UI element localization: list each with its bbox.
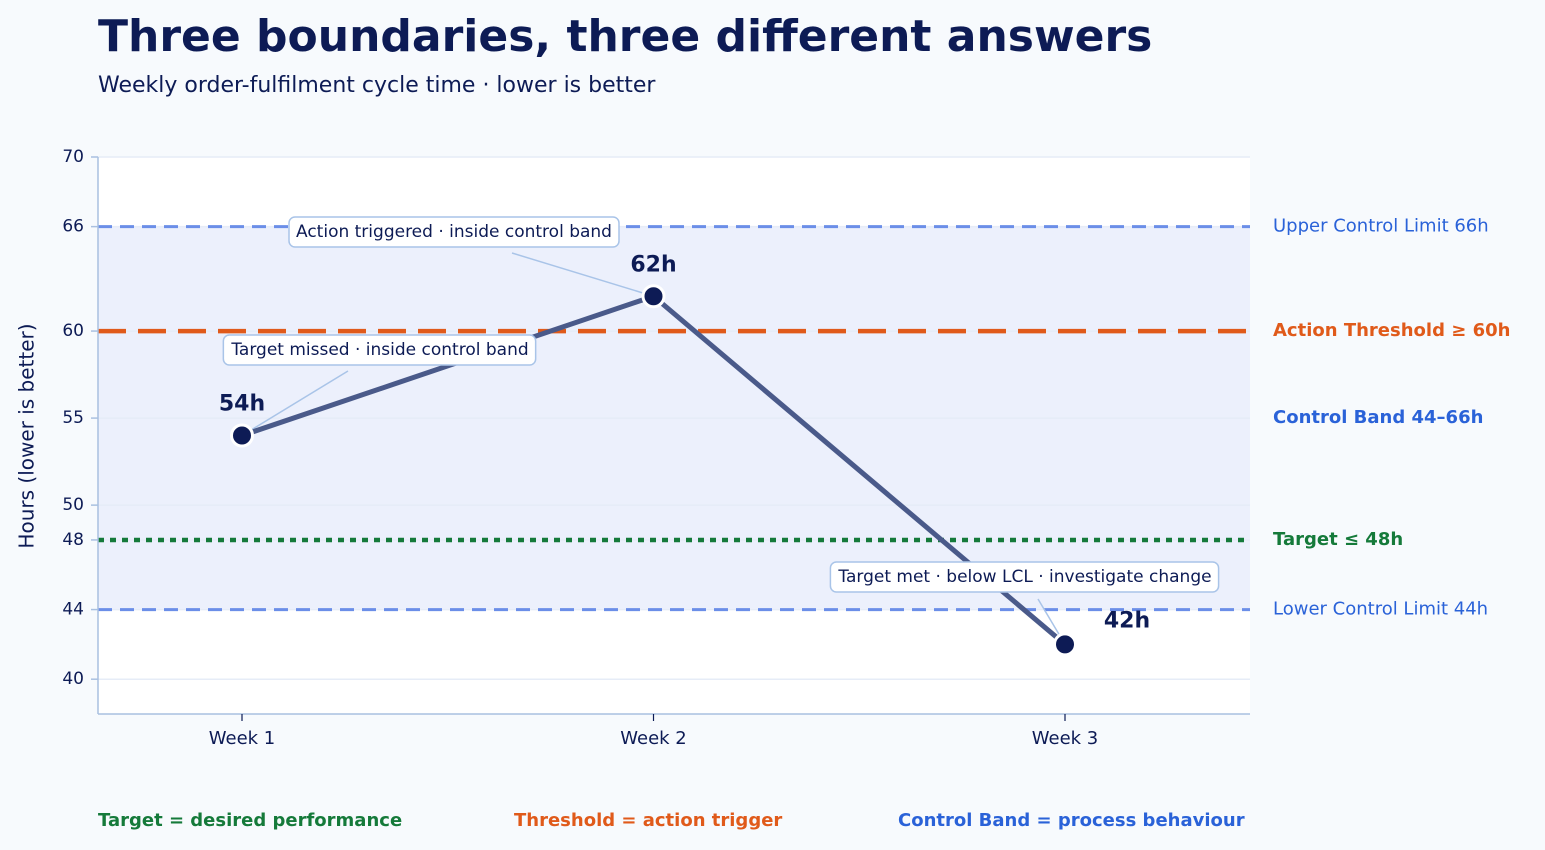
reference-label: Target ≤ 48h: [1273, 529, 1403, 550]
annotation-box: [288, 216, 620, 248]
x-tick-label: Week 3: [1032, 728, 1099, 749]
annotation-leader: [241, 370, 349, 437]
reference-label: Lower Control Limit 44h: [1273, 599, 1488, 620]
value-label: 62h: [630, 252, 676, 277]
y-tick-label: 48: [62, 530, 84, 550]
footer-note: Threshold = action trigger: [514, 810, 782, 831]
chart-subtitle: Weekly order-fulfilment cycle time · low…: [98, 73, 656, 98]
annotation-text: Target missed · inside control band: [230, 340, 528, 360]
footer-note: Target = desired performance: [98, 810, 402, 831]
y-tick-label: 66: [62, 217, 84, 237]
y-tick-label: 40: [62, 669, 84, 689]
reference-label: Upper Control Limit 66h: [1273, 216, 1489, 237]
value-label: 54h: [219, 392, 265, 417]
annotation-leader: [511, 252, 654, 297]
footer-note: Control Band = process behaviour: [898, 810, 1245, 831]
chart-title: Three boundaries, three different answer…: [98, 11, 1152, 62]
y-tick-label: 44: [62, 600, 84, 620]
x-tick-label: Week 2: [620, 728, 687, 749]
y-tick-label: 50: [62, 495, 84, 515]
annotation-box: [222, 334, 537, 366]
band-label: Control Band 44–66h: [1273, 407, 1483, 428]
annotation-text: Action triggered · inside control band: [296, 222, 612, 242]
value-label: 42h: [1104, 608, 1150, 633]
data-point: [1053, 632, 1077, 657]
data-point: [230, 423, 254, 448]
y-tick-label: 55: [62, 408, 84, 428]
y-tick-label: 70: [62, 147, 84, 167]
y-tick-label: 60: [62, 321, 84, 341]
y-axis-label: Hours (lower is better): [15, 323, 39, 548]
reference-label: Action Threshold ≥ 60h: [1273, 320, 1510, 341]
annotation-text: Target met · below LCL · investigate cha…: [837, 567, 1211, 587]
x-tick-label: Week 1: [209, 728, 276, 749]
data-point: [641, 284, 666, 309]
annotation-box: [829, 561, 1220, 593]
